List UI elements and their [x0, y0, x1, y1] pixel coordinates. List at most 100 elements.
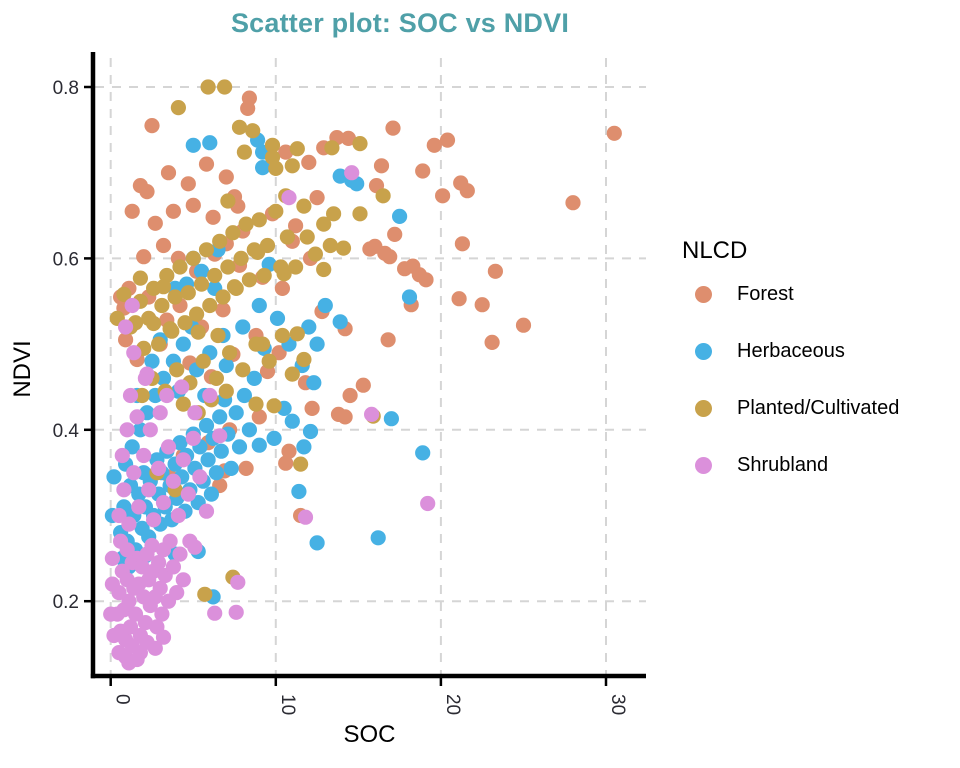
data-point-forest	[238, 460, 254, 476]
data-point-shrubland	[137, 370, 153, 386]
data-point-shrubland	[136, 447, 152, 464]
data-point-forest	[160, 165, 177, 181]
data-point-planted-cultivated	[251, 212, 267, 228]
data-point-shrubland	[364, 406, 380, 422]
data-point-forest	[251, 409, 267, 425]
herbaceous-dot-icon	[695, 343, 712, 360]
data-point-planted-cultivated	[352, 136, 368, 152]
legend-item-shrubland: Shrubland	[658, 437, 958, 494]
data-point-planted-cultivated	[116, 286, 132, 302]
data-point-planted-cultivated	[180, 285, 196, 301]
data-point-planted-cultivated	[189, 306, 205, 322]
data-point-herbaceous	[332, 168, 348, 184]
data-point-planted-cultivated	[222, 345, 238, 361]
data-point-herbaceous	[208, 465, 224, 481]
data-point-forest	[185, 197, 201, 213]
data-point-herbaceous	[296, 439, 312, 455]
data-point-planted-cultivated	[299, 229, 315, 245]
data-point-forest	[415, 163, 431, 179]
data-point-shrubland	[169, 585, 185, 601]
data-point-shrubland	[152, 580, 168, 596]
data-point-herbaceous	[309, 336, 325, 352]
data-point-forest	[439, 132, 456, 148]
data-point-planted-cultivated	[226, 279, 243, 295]
data-point-forest	[271, 345, 287, 361]
data-point-forest	[136, 249, 152, 265]
data-point-forest	[355, 377, 371, 393]
data-point-herbaceous	[392, 208, 408, 224]
data-point-planted-cultivated	[259, 237, 276, 254]
data-point-shrubland	[114, 447, 130, 464]
data-point-shrubland	[121, 593, 137, 609]
data-point-planted-cultivated	[248, 336, 264, 352]
data-point-herbaceous	[370, 530, 386, 546]
data-point-planted-cultivated	[352, 206, 368, 222]
data-point-shrubland	[187, 539, 203, 555]
data-point-planted-cultivated	[170, 100, 186, 116]
data-point-planted-cultivated	[220, 259, 236, 275]
data-point-herbaceous	[332, 314, 348, 330]
data-point-herbaceous	[198, 417, 215, 434]
data-point-shrubland	[121, 516, 137, 532]
data-point-planted-cultivated	[207, 267, 223, 284]
data-point-shrubland	[146, 512, 162, 528]
data-point-forest	[147, 215, 163, 231]
data-point-shrubland	[141, 482, 157, 498]
legend: NLCD Forest Herbaceous Planted/Cultivate…	[658, 236, 958, 494]
data-point-shrubland	[297, 509, 314, 525]
data-point-herbaceous	[172, 435, 188, 451]
data-point-shrubland	[165, 559, 181, 575]
data-point-shrubland	[127, 606, 144, 622]
data-point-shrubland	[420, 495, 436, 512]
data-point-shrubland	[126, 465, 142, 481]
data-point-planted-cultivated	[266, 398, 282, 414]
data-point-forest	[435, 188, 451, 204]
data-point-herbaceous	[218, 357, 234, 374]
data-point-planted-cultivated	[268, 203, 284, 219]
data-point-forest	[240, 100, 256, 116]
data-point-shrubland	[104, 550, 120, 567]
data-point-herbaceous	[309, 535, 325, 551]
data-point-planted-cultivated	[284, 366, 300, 382]
data-point-forest	[205, 209, 221, 225]
data-point-planted-cultivated	[177, 315, 193, 331]
y-axis-title: NDVI	[9, 340, 36, 397]
data-point-shrubland	[170, 507, 186, 524]
data-point-forest	[565, 195, 581, 211]
data-point-forest	[278, 455, 294, 471]
data-point-herbaceous	[301, 319, 317, 335]
data-point-herbaceous	[306, 375, 322, 391]
data-point-herbaceous	[246, 370, 262, 386]
x-tick-label: 20	[442, 694, 463, 715]
data-point-planted-cultivated	[375, 188, 391, 204]
legend-title: NLCD	[682, 237, 748, 264]
data-point-herbaceous	[291, 483, 307, 500]
data-point-herbaceous	[223, 460, 239, 476]
x-tick-label: 0	[112, 694, 133, 705]
data-point-herbaceous	[200, 452, 216, 468]
data-point-forest	[155, 237, 172, 254]
data-point-shrubland	[175, 452, 191, 468]
data-point-forest	[309, 190, 325, 206]
data-point-shrubland	[129, 409, 145, 425]
data-point-forest	[515, 317, 532, 333]
data-point-shrubland	[207, 605, 223, 621]
data-point-herbaceous	[284, 413, 300, 429]
data-point-planted-cultivated	[261, 353, 277, 369]
legend-label-forest: Forest	[737, 283, 794, 305]
data-point-herbaceous	[212, 409, 228, 425]
data-point-forest	[380, 332, 396, 348]
data-point-herbaceous	[203, 486, 219, 502]
data-point-herbaceous	[185, 137, 201, 153]
data-point-planted-cultivated	[210, 327, 226, 344]
data-point-shrubland	[154, 606, 170, 622]
data-point-forest	[606, 125, 622, 141]
data-point-forest	[198, 156, 215, 172]
data-point-forest	[362, 241, 378, 257]
data-point-forest	[487, 263, 503, 279]
data-point-shrubland	[172, 546, 188, 562]
data-point-shrubland	[155, 629, 172, 645]
data-point-forest	[304, 400, 320, 416]
